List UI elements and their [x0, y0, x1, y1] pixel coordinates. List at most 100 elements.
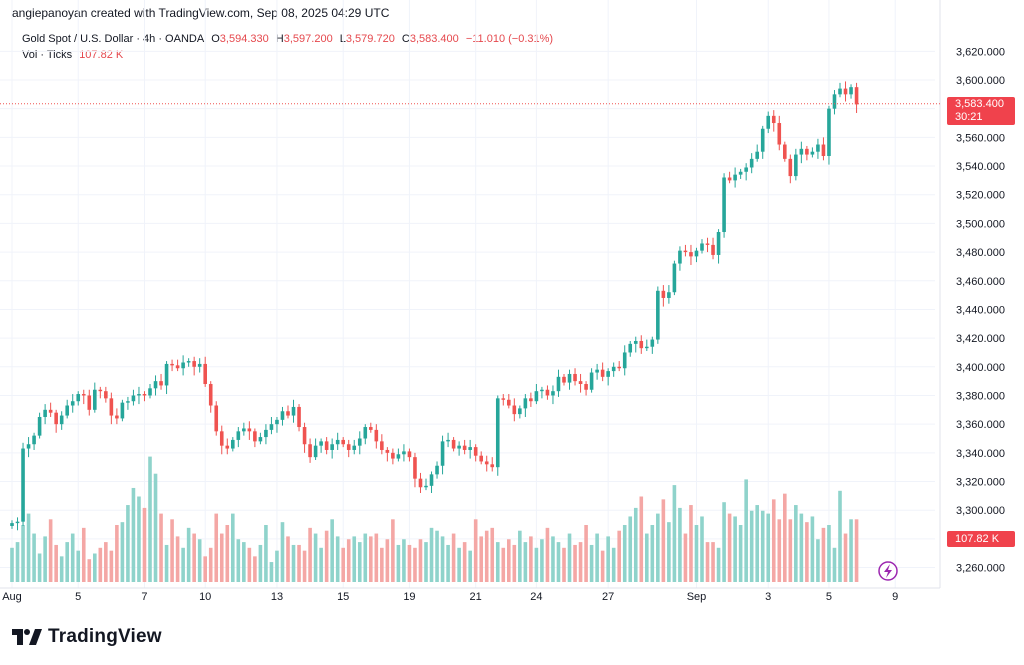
open-value: 3,594.330 [219, 33, 269, 45]
volume-bar [319, 547, 323, 582]
volume-bar [413, 547, 417, 582]
volume-bar [54, 544, 58, 582]
volume-bar [313, 533, 318, 582]
volume-legend[interactable]: Vol · Ticks 107.82 K [22, 49, 123, 61]
candle-body [446, 439, 450, 442]
candle-body [26, 444, 31, 449]
volume-bar [385, 539, 390, 582]
volume-bar [849, 519, 853, 582]
volume-label[interactable]: Vol · Ticks [22, 49, 73, 61]
volume-bar [275, 550, 279, 582]
candle-body [59, 415, 64, 425]
candle-body [628, 343, 633, 353]
candle-body [794, 154, 798, 177]
volume-bar [15, 542, 20, 582]
volume-bar [286, 536, 290, 582]
volume-bar [827, 525, 831, 582]
price-tick-label: 3,560.000 [956, 132, 1005, 144]
volume-bar [208, 547, 213, 582]
candle-body [302, 427, 307, 445]
volume-bar [854, 519, 859, 582]
volume-bar [402, 539, 406, 582]
candle-body [192, 361, 196, 367]
volume-bar [142, 507, 147, 582]
volume-bar [391, 519, 395, 582]
candle-body [275, 419, 279, 425]
volume-bar [667, 522, 671, 582]
date-tick-label: 7 [141, 591, 147, 603]
volume-bar [562, 547, 566, 582]
candle-body [838, 88, 842, 95]
candle-body [159, 381, 163, 386]
symbol-legend[interactable]: Gold Spot / U.S. Dollar · 4h · OANDA O3,… [22, 33, 553, 45]
candle-body [341, 439, 345, 445]
candle-body [540, 389, 544, 392]
candle-body [689, 252, 693, 257]
candle-body [346, 444, 351, 450]
volume-bar [595, 533, 599, 582]
volume-bar [231, 513, 235, 582]
candle-body [357, 438, 362, 446]
candle-body [87, 395, 92, 410]
candle-body [335, 439, 340, 445]
time-axis[interactable]: Aug 5 7 10 13 15 19 21 24 27 Sep 3 5 9 [2, 591, 898, 603]
candle-body [788, 158, 793, 177]
volume-bar [788, 519, 793, 582]
candle-body [705, 243, 710, 245]
volume-bar [330, 519, 334, 582]
candle-body [805, 148, 809, 155]
volume-bar [484, 530, 489, 582]
price-tick-label: 3,600.000 [956, 75, 1005, 87]
symbol-title[interactable]: Gold Spot / U.S. Dollar · 4h · OANDA [22, 33, 205, 45]
volume-bar [186, 527, 191, 582]
candle-body [242, 428, 246, 432]
volume-bar [744, 479, 748, 582]
candle-body [208, 384, 213, 406]
volume-bar [153, 473, 158, 582]
candle-body [203, 363, 207, 385]
candle-body [264, 429, 268, 438]
candle-body [280, 411, 285, 420]
candle-body [126, 401, 130, 403]
tradingview-logo[interactable]: TradingView [12, 626, 162, 648]
volume-bar [838, 490, 842, 582]
volume-bar [755, 505, 759, 582]
volume-bar [617, 530, 621, 582]
volume-bar [551, 536, 555, 582]
candle-body [843, 88, 848, 95]
date-tick-label: Aug [2, 591, 22, 603]
volume-bar [633, 507, 638, 582]
volume-bar [159, 513, 163, 582]
candle-body [385, 449, 390, 453]
volume-bar [10, 547, 14, 582]
volume-bar [567, 533, 572, 582]
open-label: O [211, 33, 220, 45]
candle-body [253, 431, 257, 442]
volume-bar [468, 550, 472, 582]
volume-bar [264, 525, 268, 582]
candle-body [109, 398, 114, 416]
candle-body [76, 394, 81, 402]
volume-bar [407, 544, 412, 582]
low-value: 3,579.720 [345, 33, 395, 45]
high-label: H [275, 33, 284, 45]
candle-body [656, 290, 660, 340]
candle-body [219, 431, 224, 446]
candle-body [816, 144, 820, 152]
candle-body [512, 405, 517, 415]
volume-bar [269, 562, 274, 582]
candle-body [744, 167, 748, 172]
high-value: 3,597.200 [283, 33, 333, 45]
date-tick-label: 3 [765, 591, 771, 603]
candle-body [186, 361, 191, 363]
lightning-icon[interactable] [878, 561, 898, 581]
candle-body [534, 391, 539, 402]
volume-bar [164, 544, 169, 582]
candle-countdown: 30:21 [955, 111, 983, 123]
price-axis[interactable]: 3,620.0003,600.0003,580.0003,560.0003,54… [956, 46, 1005, 574]
volume-bar [738, 525, 743, 582]
candle-body [214, 405, 219, 432]
candle-body [473, 447, 478, 456]
candle-body [584, 384, 588, 390]
